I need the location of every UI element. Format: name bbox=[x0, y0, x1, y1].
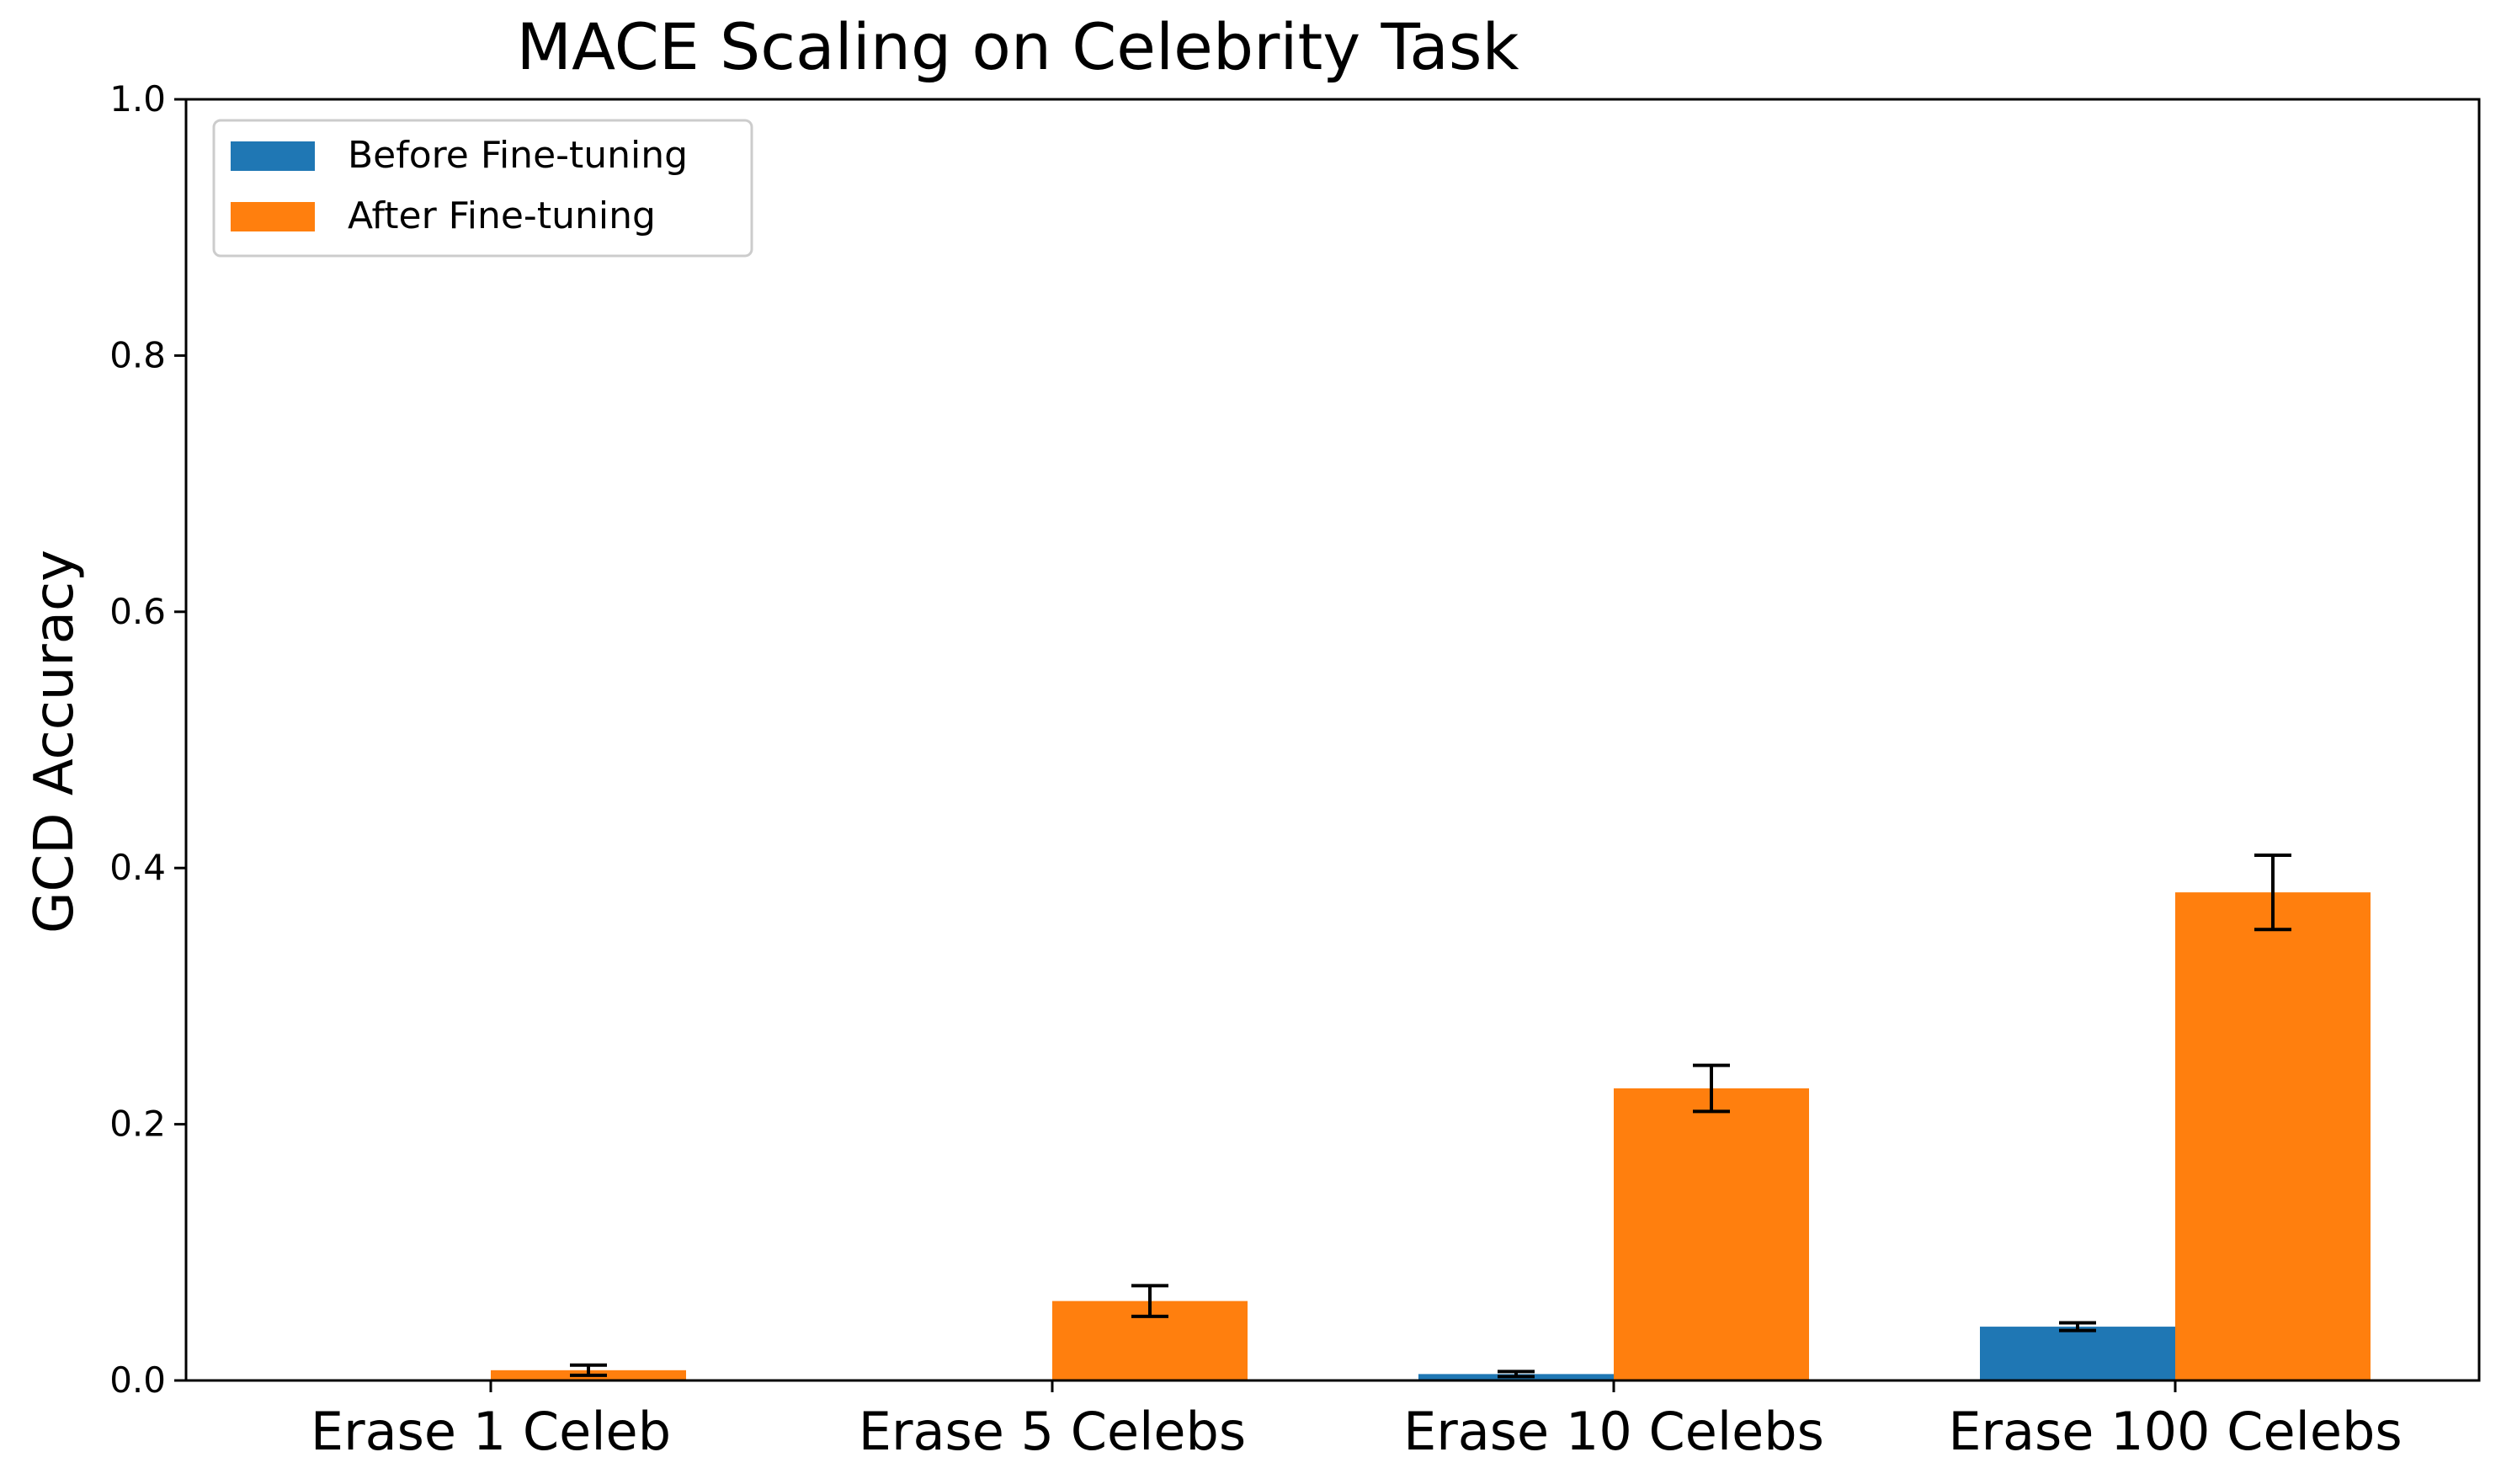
x-tick-label-1: Erase 5 Celebs bbox=[859, 1401, 1246, 1462]
legend-label-1: After Fine-tuning bbox=[348, 194, 656, 237]
y-tick-label-3: 0.6 bbox=[109, 591, 166, 632]
chart-title: MACE Scaling on Celebrity Task bbox=[517, 9, 1519, 84]
plot-frame bbox=[184, 98, 2481, 1382]
x-tick-label-2: Erase 10 Celebs bbox=[1403, 1401, 1824, 1462]
bar-after-2 bbox=[1614, 1088, 1809, 1380]
x-axis: Erase 1 Celeb Erase 5 Celebs Erase 10 Cele… bbox=[311, 1380, 2403, 1462]
y-tick-label-0: 0.0 bbox=[109, 1359, 166, 1401]
y-axis-label: GCD Accuracy bbox=[24, 550, 86, 933]
y-tick-label-2: 0.4 bbox=[109, 847, 166, 888]
y-tick-label-1: 0.2 bbox=[109, 1104, 166, 1145]
bars-group bbox=[491, 892, 2371, 1380]
x-tick-label-3: Erase 100 Celebs bbox=[1948, 1401, 2402, 1462]
y-tick-label-5: 1.0 bbox=[109, 78, 166, 120]
x-tick-label-0: Erase 1 Celeb bbox=[311, 1401, 671, 1462]
legend-label-0: Before Fine-tuning bbox=[348, 134, 688, 177]
bar-after-3 bbox=[2175, 892, 2371, 1380]
y-tick-label-4: 0.8 bbox=[109, 334, 166, 375]
y-axis: 0.0 0.2 0.4 0.6 0.8 1.0 bbox=[109, 78, 186, 1401]
legend-swatch-0 bbox=[231, 141, 315, 171]
legend: Before Fine-tuning After Fine-tuning bbox=[212, 119, 753, 258]
bar-before-3 bbox=[1980, 1327, 2175, 1380]
legend-box bbox=[212, 119, 753, 258]
legend-swatch-1 bbox=[231, 202, 315, 231]
